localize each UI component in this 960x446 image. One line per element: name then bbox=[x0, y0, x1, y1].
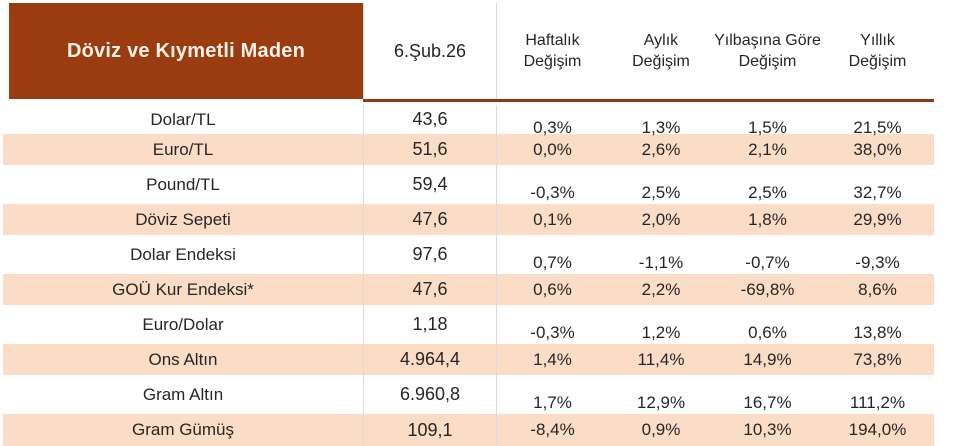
pct-ytd: 2,5% bbox=[748, 182, 787, 202]
row-label: GOÜ Kur Endeksi* bbox=[112, 279, 254, 299]
row-value: 97,6 bbox=[363, 235, 497, 274]
row-value: 6.960,8 bbox=[363, 375, 497, 414]
pct-monthly: 2,5% bbox=[641, 182, 681, 202]
pct-monthly: 11,4% bbox=[637, 349, 685, 369]
pct-yearly: 29,9% bbox=[853, 209, 902, 229]
table-row: Döviz Sepeti 47,6 0,1% 2,0% 1,8% 29,9% bbox=[3, 204, 934, 235]
pct-yearly: 13,8% bbox=[853, 322, 902, 342]
header-rule bbox=[363, 99, 934, 102]
pct-monthly: 0,9% bbox=[641, 420, 681, 439]
col-header-line: Değişim bbox=[523, 53, 582, 70]
pct-yearly: -9,3% bbox=[855, 252, 900, 272]
pct-ytd: 2,1% bbox=[748, 139, 787, 159]
pct-yearly: 111,2% bbox=[849, 392, 906, 412]
row-value: 59,4 bbox=[363, 165, 497, 204]
col-header-line: Yılbaşına Göre bbox=[714, 31, 821, 49]
row-value: 1,18 bbox=[363, 305, 497, 344]
col-header-yearly-change: Yıllık Değişim bbox=[821, 3, 934, 99]
col-header-weekly-change: Haftalık Değişim bbox=[497, 3, 608, 99]
table-body: Dolar/TL 43,6 0,3% 1,3% 1,5% 21,5% Euro/… bbox=[3, 105, 934, 446]
pct-monthly: -1,1% bbox=[638, 252, 684, 272]
row-value: 51,6 bbox=[363, 134, 497, 165]
table-row: Ons Altın 4.964,4 1,4% 11,4% 14,9% 73,8% bbox=[3, 344, 934, 375]
table-row: Dolar Endeksi 97,6 0,7% -1,1% -0,7% -9,3… bbox=[3, 235, 934, 274]
row-label: Gram Gümüş bbox=[131, 420, 235, 439]
pct-weekly: -0,3% bbox=[530, 322, 575, 342]
row-value: 43,6 bbox=[363, 105, 497, 134]
pct-ytd: 16,7% bbox=[743, 392, 792, 412]
pct-monthly: 1,3% bbox=[641, 117, 681, 137]
pct-weekly: 1,4% bbox=[533, 349, 572, 369]
row-label: Euro/TL bbox=[152, 139, 214, 159]
col-header-line: Değişim bbox=[738, 53, 797, 70]
pct-ytd: 10,3% bbox=[743, 420, 792, 439]
table-row: Euro/TL 51,6 0,0% 2,6% 2,1% 38,0% bbox=[3, 134, 934, 165]
pct-weekly: 1,7% bbox=[533, 392, 572, 412]
row-label: Ons Altın bbox=[148, 349, 218, 369]
col-header-line: Yıllık bbox=[860, 31, 895, 49]
pct-monthly: 1,2% bbox=[641, 322, 681, 342]
table-row: Gram Gümüş 109,1 -8,4% 0,9% 10,3% 194,0% bbox=[3, 414, 934, 446]
pct-ytd: 1,5% bbox=[748, 117, 787, 137]
date-column-header: 6.Şub.26 bbox=[363, 3, 497, 99]
row-label: Döviz Sepeti bbox=[135, 209, 231, 229]
row-label: Euro/Dolar bbox=[142, 314, 224, 334]
row-label: Pound/TL bbox=[146, 174, 220, 194]
pct-yearly: 73,8% bbox=[853, 349, 902, 369]
pct-monthly: 12,9% bbox=[636, 392, 686, 412]
col-header-line: Aylık bbox=[643, 31, 679, 49]
pct-weekly: 0,3% bbox=[533, 117, 572, 137]
pct-weekly: 0,6% bbox=[533, 279, 572, 299]
pct-ytd: 14,9% bbox=[743, 349, 792, 369]
pct-monthly: 2,0% bbox=[641, 209, 681, 229]
table-row: Euro/Dolar 1,18 -0,3% 1,2% 0,6% 13,8% bbox=[3, 305, 934, 344]
table-title: Döviz ve Kıymetli Maden bbox=[9, 3, 363, 99]
pct-yearly: 8,6% bbox=[858, 279, 897, 299]
pct-yearly: 32,7% bbox=[853, 182, 902, 202]
row-label: Gram Altın bbox=[142, 384, 224, 404]
change-column-headers: Haftalık Değişim Aylık Değişim Yılbaşına… bbox=[497, 3, 934, 99]
table-row: Dolar/TL 43,6 0,3% 1,3% 1,5% 21,5% bbox=[3, 105, 934, 137]
pct-weekly: -0,3% bbox=[530, 182, 575, 202]
table-row: Gram Altın 6.960,8 1,7% 12,9% 16,7% 111,… bbox=[3, 375, 934, 414]
row-value: 4.964,4 bbox=[363, 344, 497, 375]
pct-ytd: -0,7% bbox=[745, 252, 790, 272]
pct-weekly: 0,0% bbox=[533, 139, 572, 159]
col-header-ytd-change: Yılbaşına Göre Değişim bbox=[714, 3, 821, 99]
pct-ytd: -69,8% bbox=[740, 279, 795, 299]
row-label: Dolar/TL bbox=[150, 109, 216, 129]
table-row: GOÜ Kur Endeksi* 47,6 0,6% 2,2% -69,8% 8… bbox=[3, 274, 934, 305]
table-row: Pound/TL 59,4 -0,3% 2,5% 2,5% 32,7% bbox=[3, 165, 934, 204]
pct-yearly: 21,5% bbox=[853, 117, 902, 137]
col-header-monthly-change: Aylık Değişim bbox=[608, 3, 714, 99]
pct-ytd: 1,8% bbox=[748, 209, 787, 229]
pct-weekly: 0,1% bbox=[533, 209, 572, 229]
row-label: Dolar Endeksi bbox=[130, 244, 236, 264]
col-header-line: Haftalık bbox=[525, 31, 580, 49]
pct-weekly: 0,7% bbox=[533, 252, 572, 272]
row-value: 109,1 bbox=[363, 414, 497, 446]
pct-monthly: 2,6% bbox=[641, 139, 681, 159]
row-value: 47,6 bbox=[363, 204, 497, 235]
pct-weekly: -8,4% bbox=[530, 420, 575, 439]
pct-yearly: 194,0% bbox=[848, 420, 907, 439]
col-header-line: Değişim bbox=[848, 53, 907, 70]
col-header-line: Değişim bbox=[632, 53, 690, 70]
row-value: 47,6 bbox=[363, 274, 497, 305]
pct-yearly: 38,0% bbox=[853, 139, 902, 159]
pct-ytd: 0,6% bbox=[748, 322, 787, 342]
pct-monthly: 2,2% bbox=[641, 279, 681, 299]
